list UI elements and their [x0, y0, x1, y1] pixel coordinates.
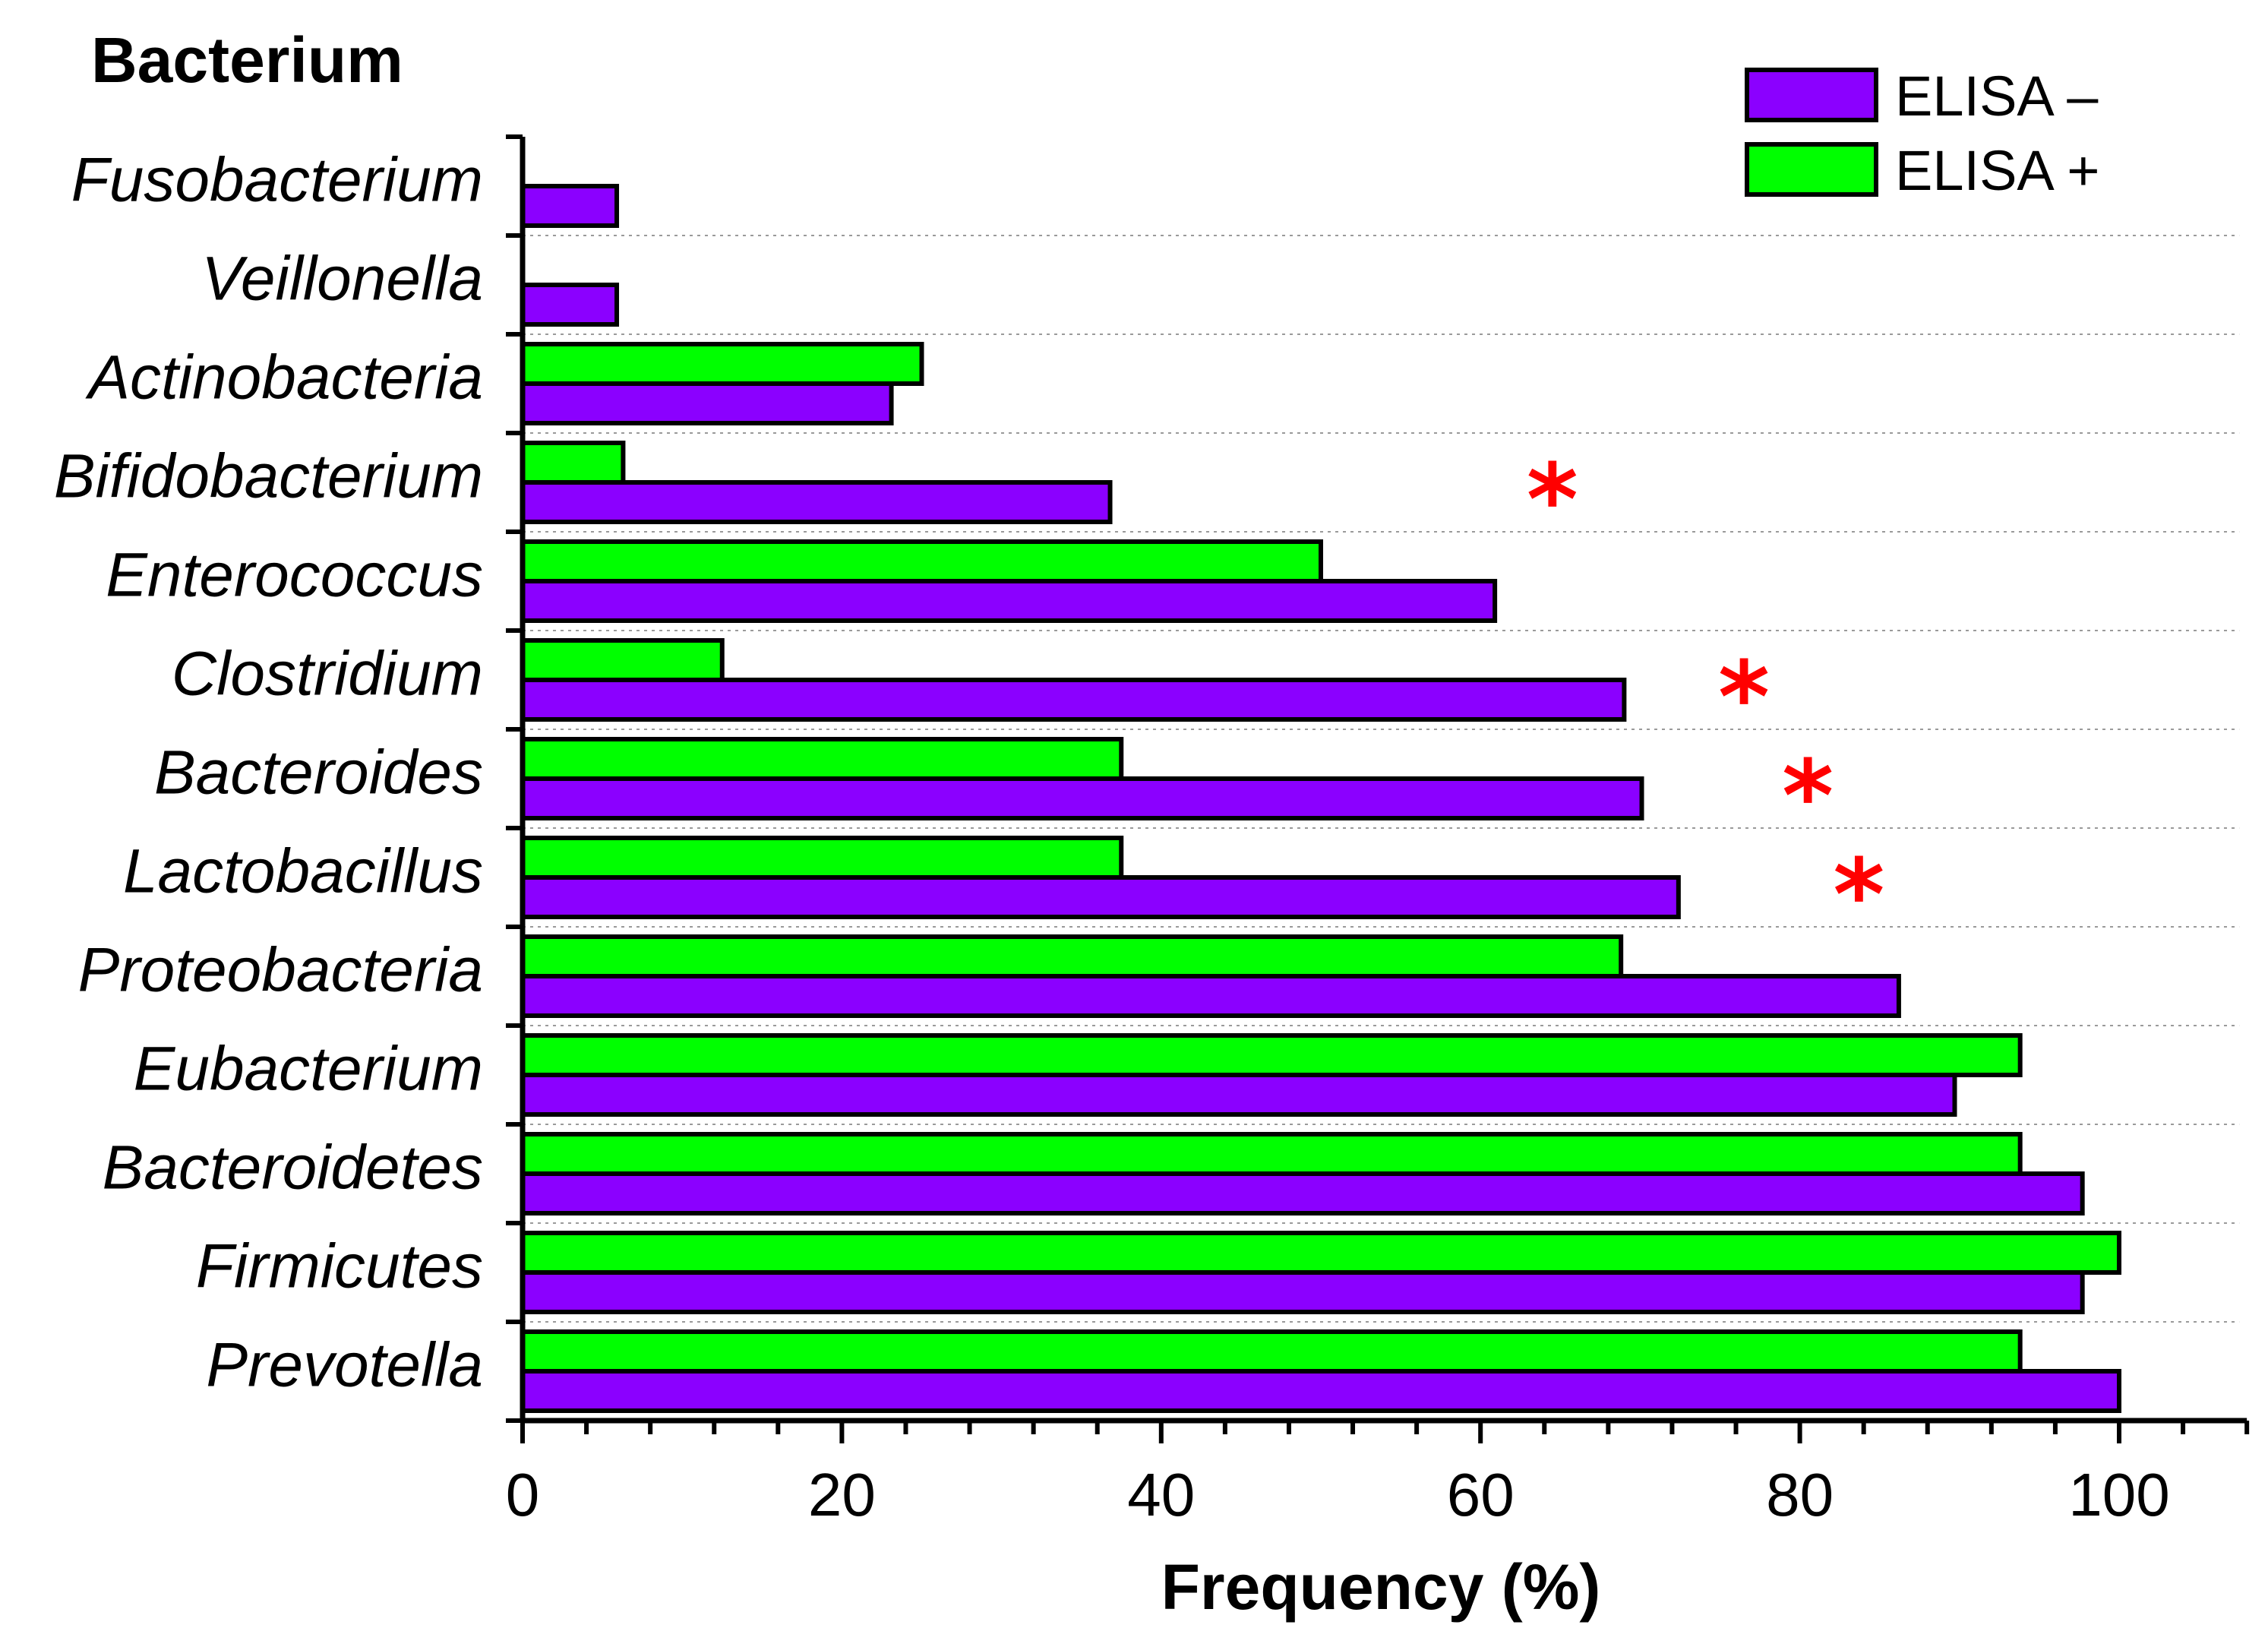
category-label-bacteroides: Bacteroides [154, 738, 483, 808]
bar-elisa-pos-bacteroidetes [520, 1132, 2023, 1176]
bar-elisa-pos-bacteroides [520, 737, 1124, 781]
category-label-actinobacteria: Actinobacteria [84, 343, 483, 413]
legend-swatch-elisa-pos [1745, 142, 1878, 197]
bar-elisa-neg-bacteroidetes [520, 1171, 2085, 1215]
category-label-enterococcus: Enterococcus [106, 541, 483, 610]
bar-elisa-pos-actinobacteria [520, 342, 924, 386]
bar-elisa-neg-lactobacillus [520, 875, 1681, 919]
bar-elisa-neg-veillonella [520, 283, 620, 327]
bar-elisa-pos-eubacterium [520, 1033, 2023, 1077]
category-label-prevotella: Prevotella [206, 1331, 483, 1400]
x-tick-label: 0 [506, 1461, 540, 1528]
category-label-clostridium: Clostridium [172, 640, 483, 709]
category-label-proteobacteria: Proteobacteria [78, 936, 483, 1005]
x-tick-label: 40 [1127, 1461, 1195, 1528]
y-axis-title: Bacterium [91, 24, 403, 96]
bar-elisa-neg-proteobacteria [520, 974, 1901, 1018]
bar-elisa-pos-proteobacteria [520, 934, 1624, 978]
legend-label-elisa-neg: ELISA – [1895, 65, 2099, 128]
legend: ELISA – ELISA + [1745, 65, 2099, 202]
bar-elisa-neg-prevotella [520, 1369, 2121, 1413]
significance-markers: **** [1527, 442, 1885, 953]
bar-elisa-neg-fusobacterium [520, 184, 620, 228]
significance-star-bacteroides: * [1782, 738, 1834, 854]
x-ticks: 0 20 40 60 80 100 [506, 1421, 2250, 1528]
significance-star-lactobacillus: * [1833, 837, 1884, 953]
significance-star-bifidobacterium: * [1527, 442, 1578, 558]
bar-elisa-pos-enterococcus [520, 539, 1323, 583]
category-labels: Fusobacterium Veillonella Actinobacteria Bi… [54, 146, 483, 1400]
category-label-bifidobacterium: Bifidobacterium [54, 442, 483, 511]
category-label-bacteroidetes: Bacteroidetes [103, 1133, 483, 1203]
bar-elisa-pos-prevotella [520, 1329, 2023, 1374]
category-label-veillonella: Veillonella [201, 245, 483, 314]
x-axis-title: Frequency (%) [1161, 1551, 1601, 1623]
category-label-firmicutes: Firmicutes [196, 1232, 483, 1301]
bar-elisa-neg-clostridium [520, 678, 1627, 722]
bar-elisa-neg-bifidobacterium [520, 480, 1113, 524]
bars [520, 184, 2121, 1413]
bar-elisa-pos-lactobacillus [520, 836, 1124, 880]
bar-elisa-neg-eubacterium [520, 1073, 1957, 1117]
gridlines [523, 235, 2240, 1323]
x-tick-label: 100 [2068, 1461, 2169, 1528]
category-label-lactobacillus: Lactobacillus [123, 837, 483, 906]
bar-elisa-pos-firmicutes [520, 1231, 2121, 1275]
x-tick-label: 20 [808, 1461, 876, 1528]
bar-elisa-neg-enterococcus [520, 579, 1498, 623]
bar-elisa-neg-bacteroides [520, 776, 1644, 820]
axes [506, 134, 2247, 1424]
category-label-fusobacterium: Fusobacterium [71, 146, 483, 215]
legend-label-elisa-pos: ELISA + [1895, 139, 2099, 202]
bar-elisa-pos-bifidobacterium [520, 441, 626, 485]
bar-elisa-pos-clostridium [520, 638, 725, 682]
category-label-eubacterium: Eubacterium [134, 1035, 483, 1104]
legend-swatch-elisa-neg [1745, 68, 1878, 122]
significance-star-clostridium: * [1718, 640, 1770, 755]
x-tick-label: 60 [1447, 1461, 1515, 1528]
bar-elisa-neg-firmicutes [520, 1270, 2085, 1314]
bar-elisa-neg-actinobacteria [520, 381, 894, 425]
x-tick-label: 80 [1766, 1461, 1834, 1528]
